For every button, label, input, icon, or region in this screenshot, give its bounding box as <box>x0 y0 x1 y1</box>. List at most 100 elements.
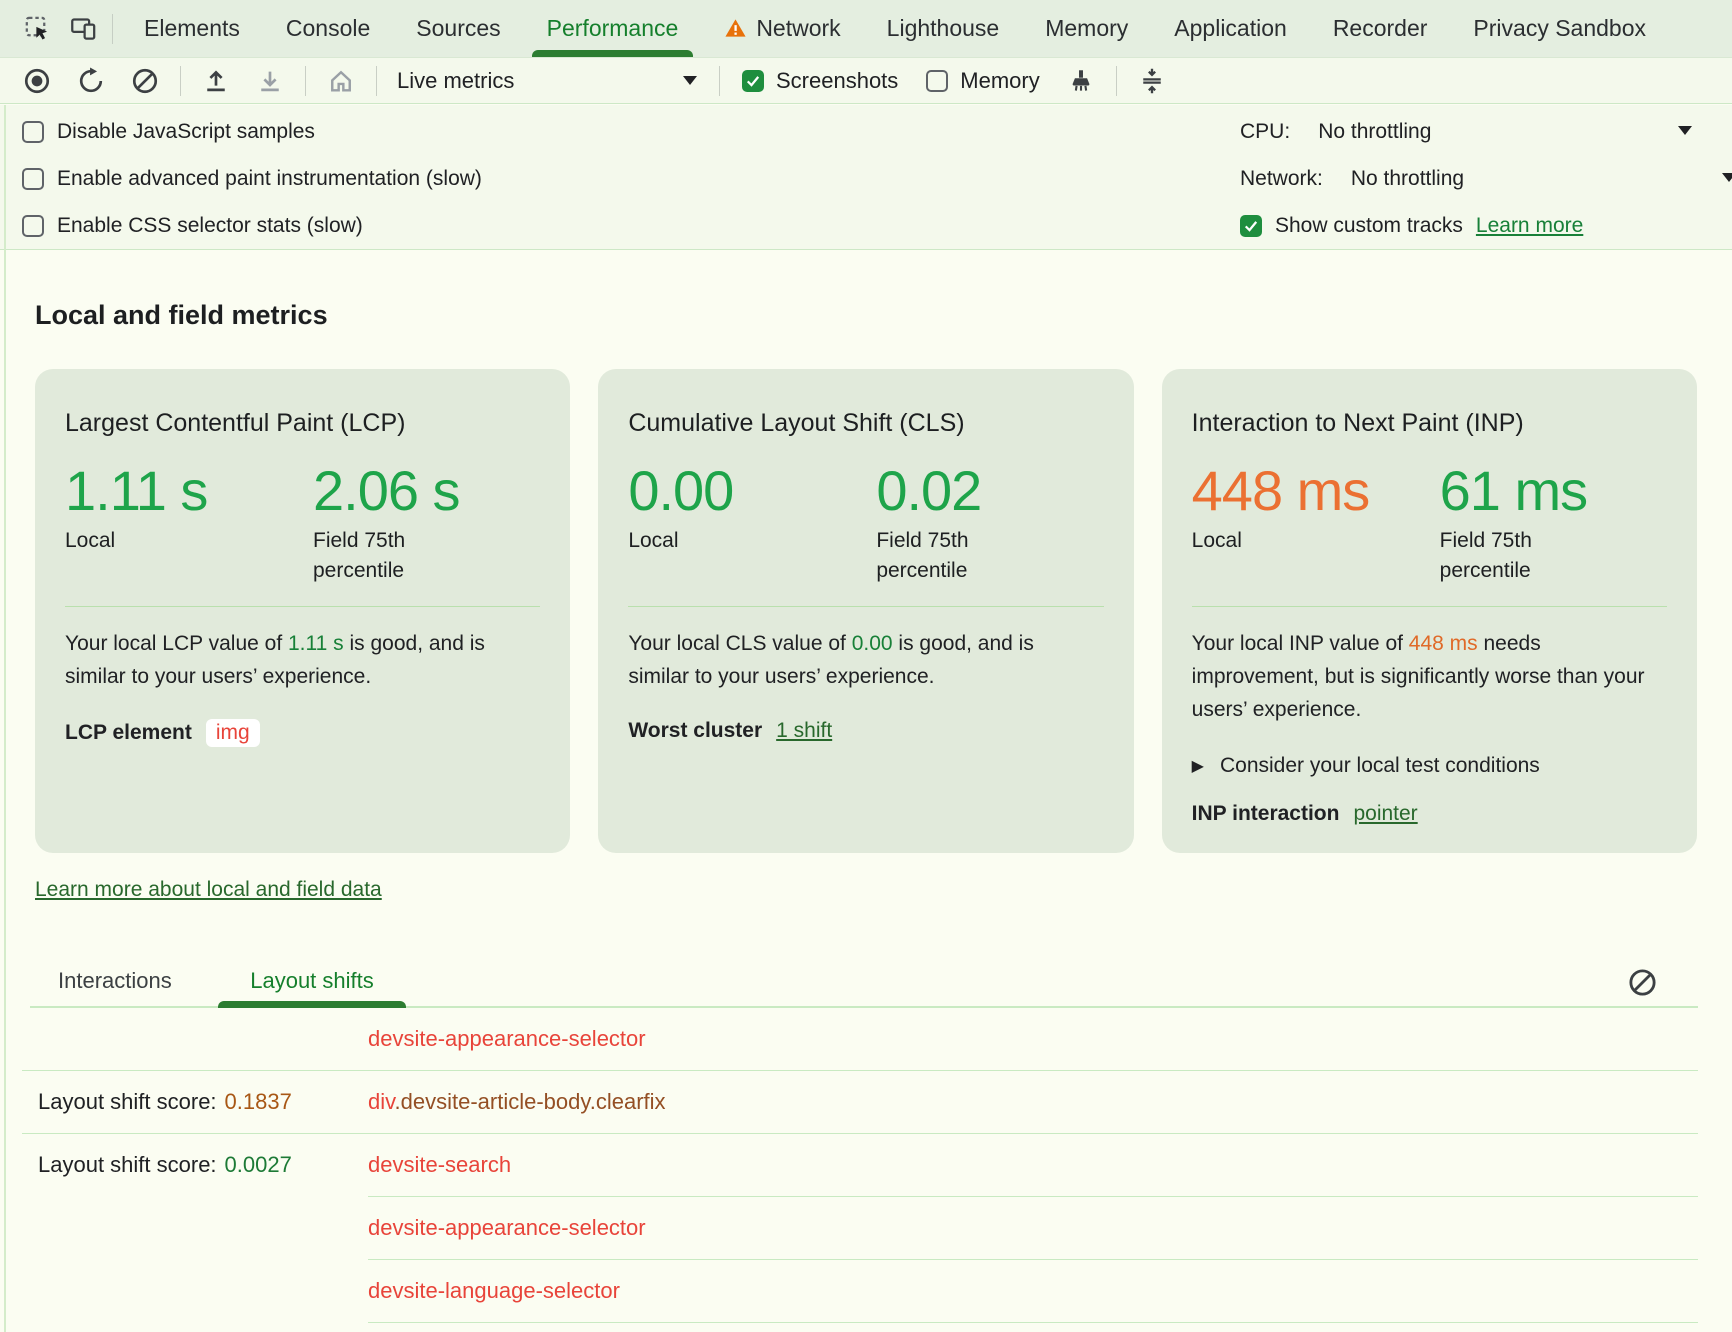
metric-cards: Largest Contentful Paint (LCP) 1.11 s Lo… <box>35 369 1697 853</box>
toolbar-divider <box>180 65 181 96</box>
triangle-right-icon: ▶ <box>1191 758 1204 775</box>
memory-toggle[interactable]: Memory <box>926 67 1040 94</box>
download-profile-icon[interactable] <box>243 61 297 101</box>
setting-label: Enable advanced paint instrumentation (s… <box>57 167 482 190</box>
lcp-local-metric: 1.11 s Local <box>65 462 313 586</box>
chevron-down-icon[interactable] <box>1722 173 1732 182</box>
tab-label: Recorder <box>1332 15 1428 41</box>
custom-tracks-label: Show custom tracks <box>1275 214 1463 237</box>
upload-profile-icon[interactable] <box>189 61 243 101</box>
cls-field-metric: 0.02 Field 75th percentile <box>876 462 1103 586</box>
tab-sources[interactable]: Sources <box>393 0 523 57</box>
cls-local-label: Local <box>628 529 679 552</box>
screenshots-checkbox[interactable] <box>742 69 764 92</box>
home-icon[interactable] <box>314 61 368 101</box>
element-link[interactable]: devsite-appearance-selector <box>368 1026 646 1051</box>
setting-disable-js-samples[interactable]: Disable JavaScript samples <box>22 117 315 147</box>
custom-tracks-checkbox[interactable] <box>1240 215 1262 237</box>
toolbar-divider <box>719 65 720 96</box>
field-data-learn-more-link[interactable]: Learn more about local and field data <box>35 878 382 901</box>
tab-elements[interactable]: Elements <box>121 0 263 57</box>
inp-interaction-row: INP interaction pointer <box>1192 802 1667 826</box>
memory-checkbox[interactable] <box>926 69 949 92</box>
custom-tracks-learn-more-link[interactable]: Learn more <box>1475 214 1584 237</box>
cls-card: Cumulative Layout Shift (CLS) 0.00 Local… <box>598 369 1134 853</box>
setting-css-selector-stats[interactable]: Enable CSS selector stats (slow) <box>22 211 363 241</box>
element-link[interactable]: devsite-appearance-selector <box>368 1215 646 1240</box>
memory-label: Memory <box>960 67 1040 93</box>
clear-icon[interactable] <box>118 61 172 101</box>
inp-local-conditions-expando[interactable]: ▶ Consider your local test conditions <box>1192 754 1667 778</box>
tab-application[interactable]: Application <box>1151 0 1310 57</box>
tab-lighthouse[interactable]: Lighthouse <box>864 0 1023 57</box>
inp-field-label: Field 75th percentile <box>1439 529 1532 582</box>
inp-expando-label: Consider your local test conditions <box>1219 754 1540 777</box>
element-link[interactable]: div.devsite-article-body.clearfix <box>368 1089 666 1114</box>
tab-recorder[interactable]: Recorder <box>1310 0 1451 57</box>
tab-interactions[interactable]: Interactions <box>58 968 172 993</box>
row-divider <box>368 1259 1698 1260</box>
element-link[interactable]: devsite-search <box>368 1152 512 1177</box>
cpu-throttle-select[interactable]: CPU: No throttling <box>1240 117 1431 147</box>
setting-label: Enable CSS selector stats (slow) <box>57 214 363 237</box>
tab-performance[interactable]: Performance <box>524 0 702 57</box>
panel-tabs: Elements Console Sources Performance Net… <box>121 0 1732 57</box>
lcp-element-label: LCP element <box>65 721 192 744</box>
setting-advanced-paint[interactable]: Enable advanced paint instrumentation (s… <box>22 164 482 194</box>
cls-local-value: 0.00 <box>628 459 734 522</box>
lcp-card: Largest Contentful Paint (LCP) 1.11 s Lo… <box>35 369 571 853</box>
collapse-sections-icon[interactable] <box>1125 61 1179 101</box>
chevron-down-icon[interactable] <box>1678 126 1692 135</box>
cls-worst-cluster-label: Worst cluster <box>628 719 763 742</box>
cls-local-metric: 0.00 Local <box>628 462 876 586</box>
lcp-element-row: LCP element img <box>65 719 540 747</box>
lcp-field-label: Field 75th percentile <box>313 529 406 582</box>
element-link[interactable]: devsite-language-selector <box>368 1278 620 1303</box>
toolbar-divider <box>305 65 306 96</box>
layout-shift-row: devsite-appearance-selector <box>0 1008 1732 1070</box>
tab-privacy-sandbox[interactable]: Privacy Sandbox <box>1450 0 1669 57</box>
toolbar-divider <box>376 65 377 96</box>
screenshots-toggle[interactable]: Screenshots <box>742 68 898 94</box>
performance-toolbar: Live metrics Screenshots Memory <box>0 58 1732 104</box>
inspect-icon[interactable] <box>14 9 60 49</box>
inp-interaction-label: INP interaction <box>1191 802 1340 825</box>
layout-shift-list: devsite-appearance-selector Layout shift… <box>0 1008 1732 1332</box>
tab-label: Console <box>285 15 371 41</box>
live-metrics-select[interactable]: Live metrics <box>385 68 711 94</box>
toolbar-divider <box>112 13 113 44</box>
network-value: No throttling <box>1350 167 1465 190</box>
clear-log-icon[interactable] <box>1627 967 1658 998</box>
device-toolbar-icon[interactable] <box>60 9 106 49</box>
inp-card-title: Interaction to Next Paint (INP) <box>1191 409 1524 437</box>
record-icon[interactable] <box>10 61 64 101</box>
lcp-local-label: Local <box>65 529 116 552</box>
lcp-local-value: 1.11 s <box>65 459 208 522</box>
network-throttle-select[interactable]: Network: No throttling <box>1240 164 1464 194</box>
inp-interaction-link[interactable]: pointer <box>1353 802 1418 825</box>
tab-memory[interactable]: Memory <box>1022 0 1151 57</box>
tab-label: Application <box>1174 15 1287 41</box>
tab-console[interactable]: Console <box>263 0 393 57</box>
disable-js-samples-checkbox[interactable] <box>22 121 44 143</box>
cpu-label: CPU: <box>1240 120 1291 143</box>
css-selector-stats-checkbox[interactable] <box>22 215 44 237</box>
layout-shift-row: devsite-appearance-selector <box>0 1197 1732 1259</box>
tab-label: Network <box>756 15 841 41</box>
setting-show-custom-tracks[interactable]: Show custom tracks Learn more <box>1240 211 1583 241</box>
inp-field-metric: 61 ms Field 75th percentile <box>1440 462 1667 586</box>
tab-layout-shifts[interactable]: Layout shifts <box>250 968 374 993</box>
collect-garbage-icon[interactable] <box>1054 61 1108 101</box>
live-metrics-label: Live metrics <box>397 67 515 93</box>
cls-worst-cluster-link[interactable]: 1 shift <box>776 719 833 742</box>
network-label: Network: <box>1240 167 1323 190</box>
cls-description: Your local CLS value of 0.00 is good, an… <box>628 632 1034 688</box>
row-divider <box>22 1133 1698 1134</box>
layout-shift-score: Layout shift score: 0.1837 <box>38 1089 292 1114</box>
lcp-element-chip[interactable]: img <box>205 719 260 747</box>
setting-label: Disable JavaScript samples <box>57 120 315 143</box>
reload-icon[interactable] <box>64 61 118 101</box>
tab-network[interactable]: Network <box>701 0 863 57</box>
advanced-paint-checkbox[interactable] <box>22 168 44 190</box>
